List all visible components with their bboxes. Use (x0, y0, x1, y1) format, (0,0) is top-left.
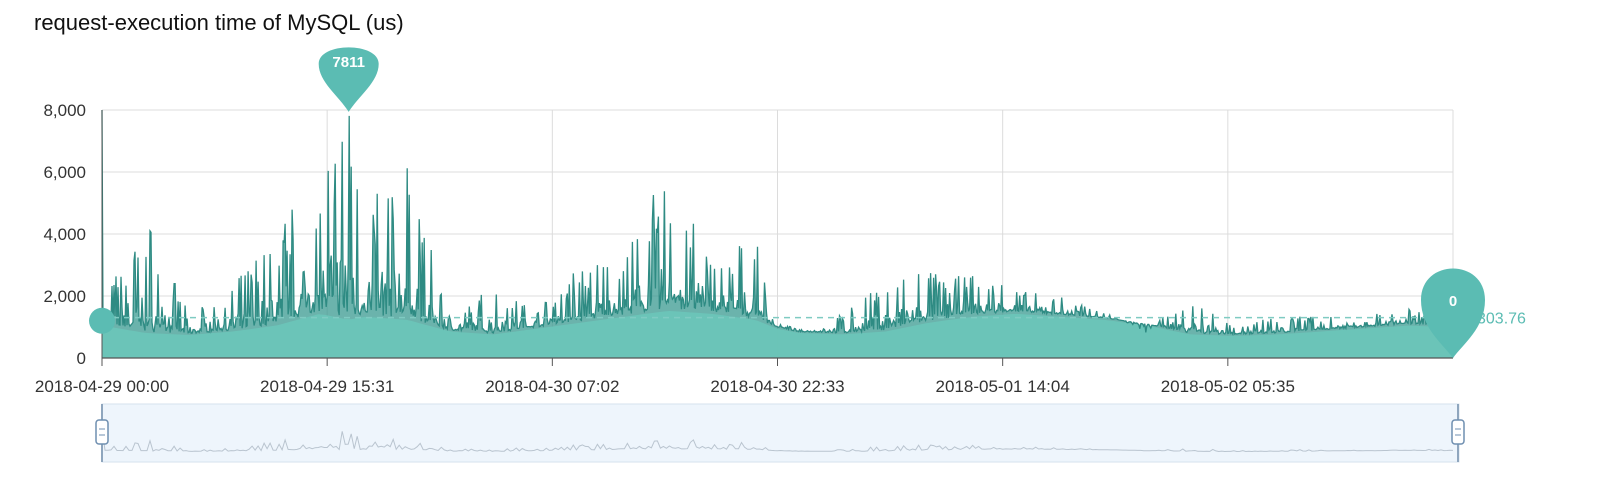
y-tick-label: 6,000 (43, 163, 86, 182)
y-tick-label: 0 (77, 349, 86, 368)
x-tick-label: 2018-04-29 00:00 (35, 377, 169, 396)
zoom-right-handle[interactable] (1451, 419, 1465, 445)
start-marker (89, 307, 115, 334)
x-tick-label: 2018-04-30 07:02 (485, 377, 619, 396)
axis-layer: 0 2,000 4,000 6,000 8,000 2018-04-29 00:00 201… (35, 101, 1453, 396)
y-tick-label: 2,000 (43, 287, 86, 306)
x-tick-label: 2018-05-01 14:04 (936, 377, 1070, 396)
series-base-band (102, 311, 1453, 358)
zoom-left-handle[interactable] (95, 419, 109, 445)
max-pin-marker (318, 47, 379, 112)
average-label: 303.76 (1477, 311, 1526, 328)
min-pin-marker (1421, 268, 1485, 358)
max-pin-label: 7811 (332, 54, 365, 71)
marker-layer: 7811 0 (89, 47, 1485, 358)
series-line (101, 109, 1454, 337)
chart-title: request-execution time of MySQL (us) (34, 10, 404, 35)
y-tick-label: 8,000 (43, 101, 86, 120)
min-pin-label: 0 (1449, 293, 1457, 310)
x-tick-label: 2018-04-29 15:31 (260, 377, 394, 396)
x-tick-label: 2018-04-30 22:33 (710, 377, 844, 396)
average-layer: 303.76 (102, 311, 1526, 328)
zoom-track (101, 403, 1460, 463)
zoom-slider[interactable] (95, 403, 1465, 463)
zoom-preview-line (101, 427, 1454, 453)
y-tick-label: 4,000 (43, 225, 86, 244)
area-layer (101, 109, 1454, 358)
x-tick-label: 2018-05-02 05:35 (1161, 377, 1295, 396)
